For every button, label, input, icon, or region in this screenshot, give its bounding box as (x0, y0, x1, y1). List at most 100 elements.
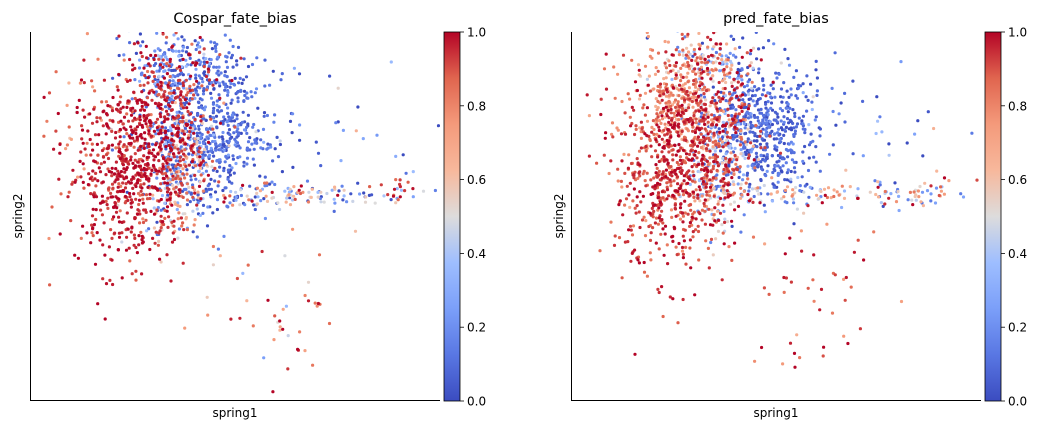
data-point (246, 263, 250, 267)
data-point (145, 125, 149, 129)
data-point (738, 143, 743, 147)
data-point (164, 41, 168, 45)
data-point (670, 235, 674, 239)
data-point (107, 144, 111, 148)
data-point (801, 122, 805, 126)
data-point (736, 204, 741, 208)
data-point (661, 170, 665, 174)
data-point (89, 153, 93, 157)
data-point (715, 32, 718, 33)
data-point (118, 189, 122, 193)
data-point (687, 64, 691, 68)
data-point (181, 106, 186, 110)
data-point (706, 170, 710, 174)
data-point (203, 153, 207, 157)
data-point (702, 182, 706, 186)
data-point (149, 124, 153, 128)
data-point (306, 200, 311, 204)
data-point (801, 159, 805, 163)
data-point (696, 135, 701, 139)
data-point (677, 53, 682, 57)
data-point (702, 168, 706, 172)
data-point (662, 92, 666, 96)
data-point (746, 107, 751, 111)
data-point (226, 153, 230, 157)
data-point (660, 176, 664, 180)
data-point (696, 94, 701, 98)
data-point (698, 128, 702, 132)
data-point (623, 171, 627, 175)
data-point (747, 153, 751, 157)
data-point (798, 184, 802, 188)
data-point (825, 222, 829, 226)
data-point (837, 193, 841, 197)
data-point (677, 50, 681, 54)
data-point (759, 129, 763, 133)
data-point (202, 163, 206, 167)
data-point (163, 201, 167, 205)
data-point (698, 20, 701, 23)
data-point (151, 197, 155, 201)
data-point (182, 38, 186, 42)
data-point (392, 187, 397, 191)
data-point (708, 130, 712, 134)
data-point (750, 163, 754, 168)
data-point (732, 182, 736, 187)
data-point (262, 197, 266, 201)
data-point (184, 122, 188, 126)
data-point (194, 67, 198, 71)
data-point (206, 67, 210, 71)
data-point (82, 58, 86, 62)
data-point (181, 261, 185, 265)
data-point (110, 217, 115, 221)
data-point (682, 120, 686, 124)
data-point (157, 239, 161, 243)
data-point (137, 164, 141, 168)
data-point (674, 172, 678, 176)
data-point (657, 128, 661, 133)
data-point (178, 68, 183, 72)
data-point (117, 154, 121, 158)
data-point (210, 124, 214, 128)
data-point (684, 108, 688, 113)
data-point (706, 115, 710, 119)
data-point (204, 163, 209, 167)
data-point (332, 209, 336, 213)
data-point (118, 174, 122, 178)
data-point (339, 159, 343, 163)
data-point (725, 62, 729, 66)
data-point (723, 86, 727, 91)
data-point (100, 194, 104, 198)
data-point (637, 149, 642, 153)
data-point (772, 42, 776, 46)
data-point (743, 93, 748, 97)
data-point (654, 216, 659, 220)
data-point (151, 193, 155, 197)
data-point (722, 209, 726, 214)
data-point (762, 286, 767, 290)
data-point (783, 252, 787, 256)
data-point (228, 164, 232, 168)
data-point (138, 115, 142, 119)
data-point (617, 236, 622, 240)
data-point (770, 122, 775, 127)
data-point (133, 116, 137, 120)
data-point (896, 189, 900, 194)
data-point (167, 143, 171, 148)
data-point (222, 115, 226, 119)
data-point (652, 176, 656, 180)
data-point (728, 71, 732, 75)
data-point (214, 148, 218, 152)
data-point (243, 93, 247, 98)
data-point (89, 192, 93, 196)
data-point (165, 169, 169, 173)
data-point (485, 209, 488, 212)
data-point (191, 150, 196, 154)
data-point (688, 203, 693, 207)
data-point (136, 212, 140, 216)
data-point (686, 118, 690, 122)
data-point (916, 119, 920, 123)
data-point (818, 134, 822, 138)
data-point (691, 230, 695, 234)
data-point (643, 113, 648, 117)
